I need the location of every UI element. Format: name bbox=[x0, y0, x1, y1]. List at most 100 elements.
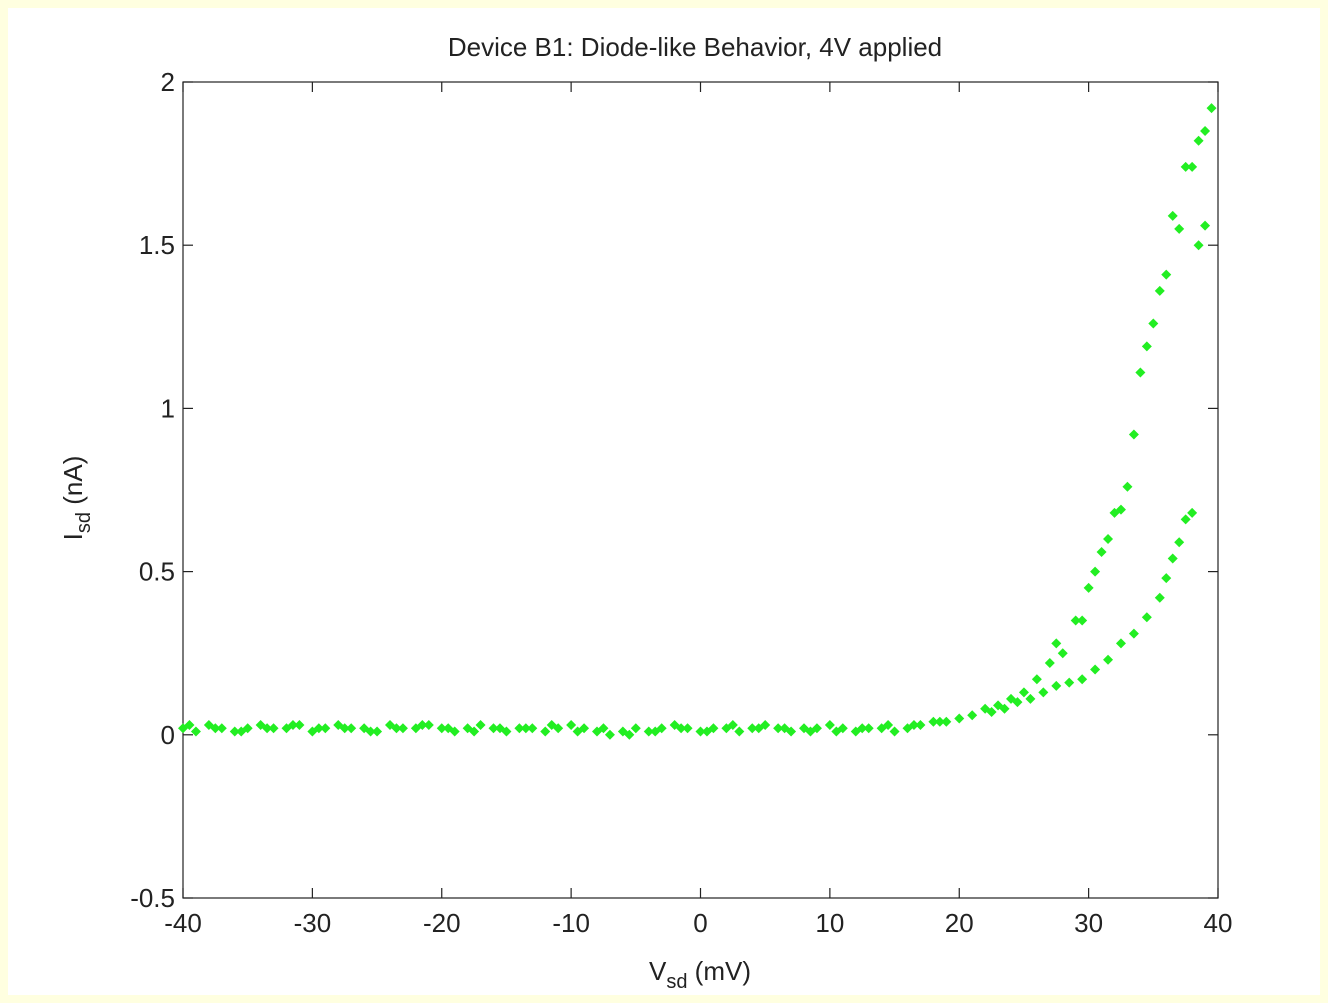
data-point bbox=[734, 726, 745, 737]
data-point bbox=[423, 720, 434, 731]
data-point bbox=[527, 723, 538, 734]
data-point bbox=[967, 710, 978, 721]
data-point bbox=[365, 726, 376, 737]
data-point bbox=[1187, 161, 1198, 172]
data-point bbox=[1187, 507, 1198, 518]
data-point bbox=[1180, 161, 1191, 172]
data-point bbox=[1064, 677, 1075, 688]
data-point bbox=[941, 716, 952, 727]
y-tick-label: 1 bbox=[161, 393, 175, 423]
data-point bbox=[1070, 615, 1081, 626]
data-point bbox=[1057, 648, 1068, 659]
data-point bbox=[676, 723, 687, 734]
data-point bbox=[624, 729, 635, 740]
data-point bbox=[1012, 697, 1023, 708]
data-point bbox=[1135, 367, 1146, 378]
data-point bbox=[1115, 504, 1126, 515]
data-point bbox=[695, 726, 706, 737]
x-label-sub: sd bbox=[666, 971, 687, 993]
data-point bbox=[190, 726, 201, 737]
data-point bbox=[1103, 654, 1114, 665]
data-point bbox=[1174, 537, 1185, 548]
chart-title: Device B1: Diode-like Behavior, 4V appli… bbox=[448, 32, 942, 62]
data-point bbox=[773, 723, 784, 734]
data-point bbox=[294, 720, 305, 731]
data-point bbox=[727, 720, 738, 731]
data-point bbox=[831, 726, 842, 737]
x-tick-label: 40 bbox=[1204, 908, 1233, 938]
data-point bbox=[1122, 481, 1133, 492]
x-tick-label: -30 bbox=[294, 908, 332, 938]
data-point bbox=[604, 729, 615, 740]
data-point bbox=[1167, 210, 1178, 221]
data-point bbox=[1077, 615, 1088, 626]
data-point bbox=[1141, 612, 1152, 623]
data-point bbox=[1174, 223, 1185, 234]
y-tick-label: 0 bbox=[161, 720, 175, 750]
data-point bbox=[1038, 687, 1049, 698]
data-point bbox=[1103, 533, 1114, 544]
data-point bbox=[630, 723, 641, 734]
data-point bbox=[184, 720, 195, 731]
data-point bbox=[643, 726, 654, 737]
data-point bbox=[1096, 547, 1107, 558]
data-point bbox=[210, 723, 221, 734]
data-point bbox=[908, 720, 919, 731]
data-point bbox=[1044, 657, 1055, 668]
data-point bbox=[650, 726, 661, 737]
data-point bbox=[863, 723, 874, 734]
y-label-rest: (nA) bbox=[58, 456, 88, 512]
y-tick-label: 2 bbox=[161, 67, 175, 97]
data-point bbox=[889, 726, 900, 737]
y-tick-label: -0.5 bbox=[130, 883, 175, 913]
data-point bbox=[999, 703, 1010, 714]
data-point bbox=[443, 723, 454, 734]
x-tick-label: -10 bbox=[552, 908, 590, 938]
data-point bbox=[1083, 582, 1094, 593]
data-point bbox=[1051, 638, 1062, 649]
data-point bbox=[1109, 507, 1120, 518]
data-point bbox=[514, 723, 525, 734]
data-point bbox=[268, 723, 279, 734]
data-point bbox=[1167, 553, 1178, 564]
data-point bbox=[1051, 680, 1062, 691]
data-point bbox=[1154, 285, 1165, 296]
data-point bbox=[747, 723, 758, 734]
x-tick-label: 20 bbox=[945, 908, 974, 938]
y-label-sub: sd bbox=[73, 512, 95, 533]
data-point bbox=[824, 720, 835, 731]
data-point bbox=[1128, 628, 1139, 639]
data-point bbox=[1200, 125, 1211, 136]
data-point bbox=[546, 720, 557, 731]
data-point bbox=[598, 723, 609, 734]
data-point bbox=[1161, 573, 1172, 584]
data-point bbox=[372, 726, 383, 737]
x-label-rest: (mV) bbox=[687, 956, 751, 986]
data-point bbox=[1090, 566, 1101, 577]
data-point bbox=[488, 723, 499, 734]
data-point bbox=[540, 726, 551, 737]
data-point bbox=[1031, 674, 1042, 685]
data-point bbox=[320, 723, 331, 734]
data-point bbox=[934, 716, 945, 727]
data-point bbox=[857, 723, 868, 734]
data-point bbox=[915, 720, 926, 731]
data-point bbox=[339, 723, 350, 734]
x-tick-label: 10 bbox=[815, 908, 844, 938]
data-point bbox=[236, 726, 247, 737]
data-point bbox=[1161, 269, 1172, 280]
plot-area bbox=[182, 81, 1219, 899]
x-tick-label: -40 bbox=[164, 908, 202, 938]
data-point bbox=[1018, 687, 1029, 698]
data-point bbox=[1090, 664, 1101, 675]
data-point bbox=[1148, 318, 1159, 329]
data-point bbox=[469, 726, 480, 737]
x-label-main: V bbox=[649, 956, 667, 986]
y-axis-label: Isd (nA) bbox=[58, 456, 95, 541]
x-axis-label: Vsd (mV) bbox=[649, 956, 751, 993]
data-point bbox=[779, 723, 790, 734]
data-point bbox=[928, 716, 939, 727]
data-point bbox=[1141, 341, 1152, 352]
data-point bbox=[520, 723, 531, 734]
data-point bbox=[805, 726, 816, 737]
